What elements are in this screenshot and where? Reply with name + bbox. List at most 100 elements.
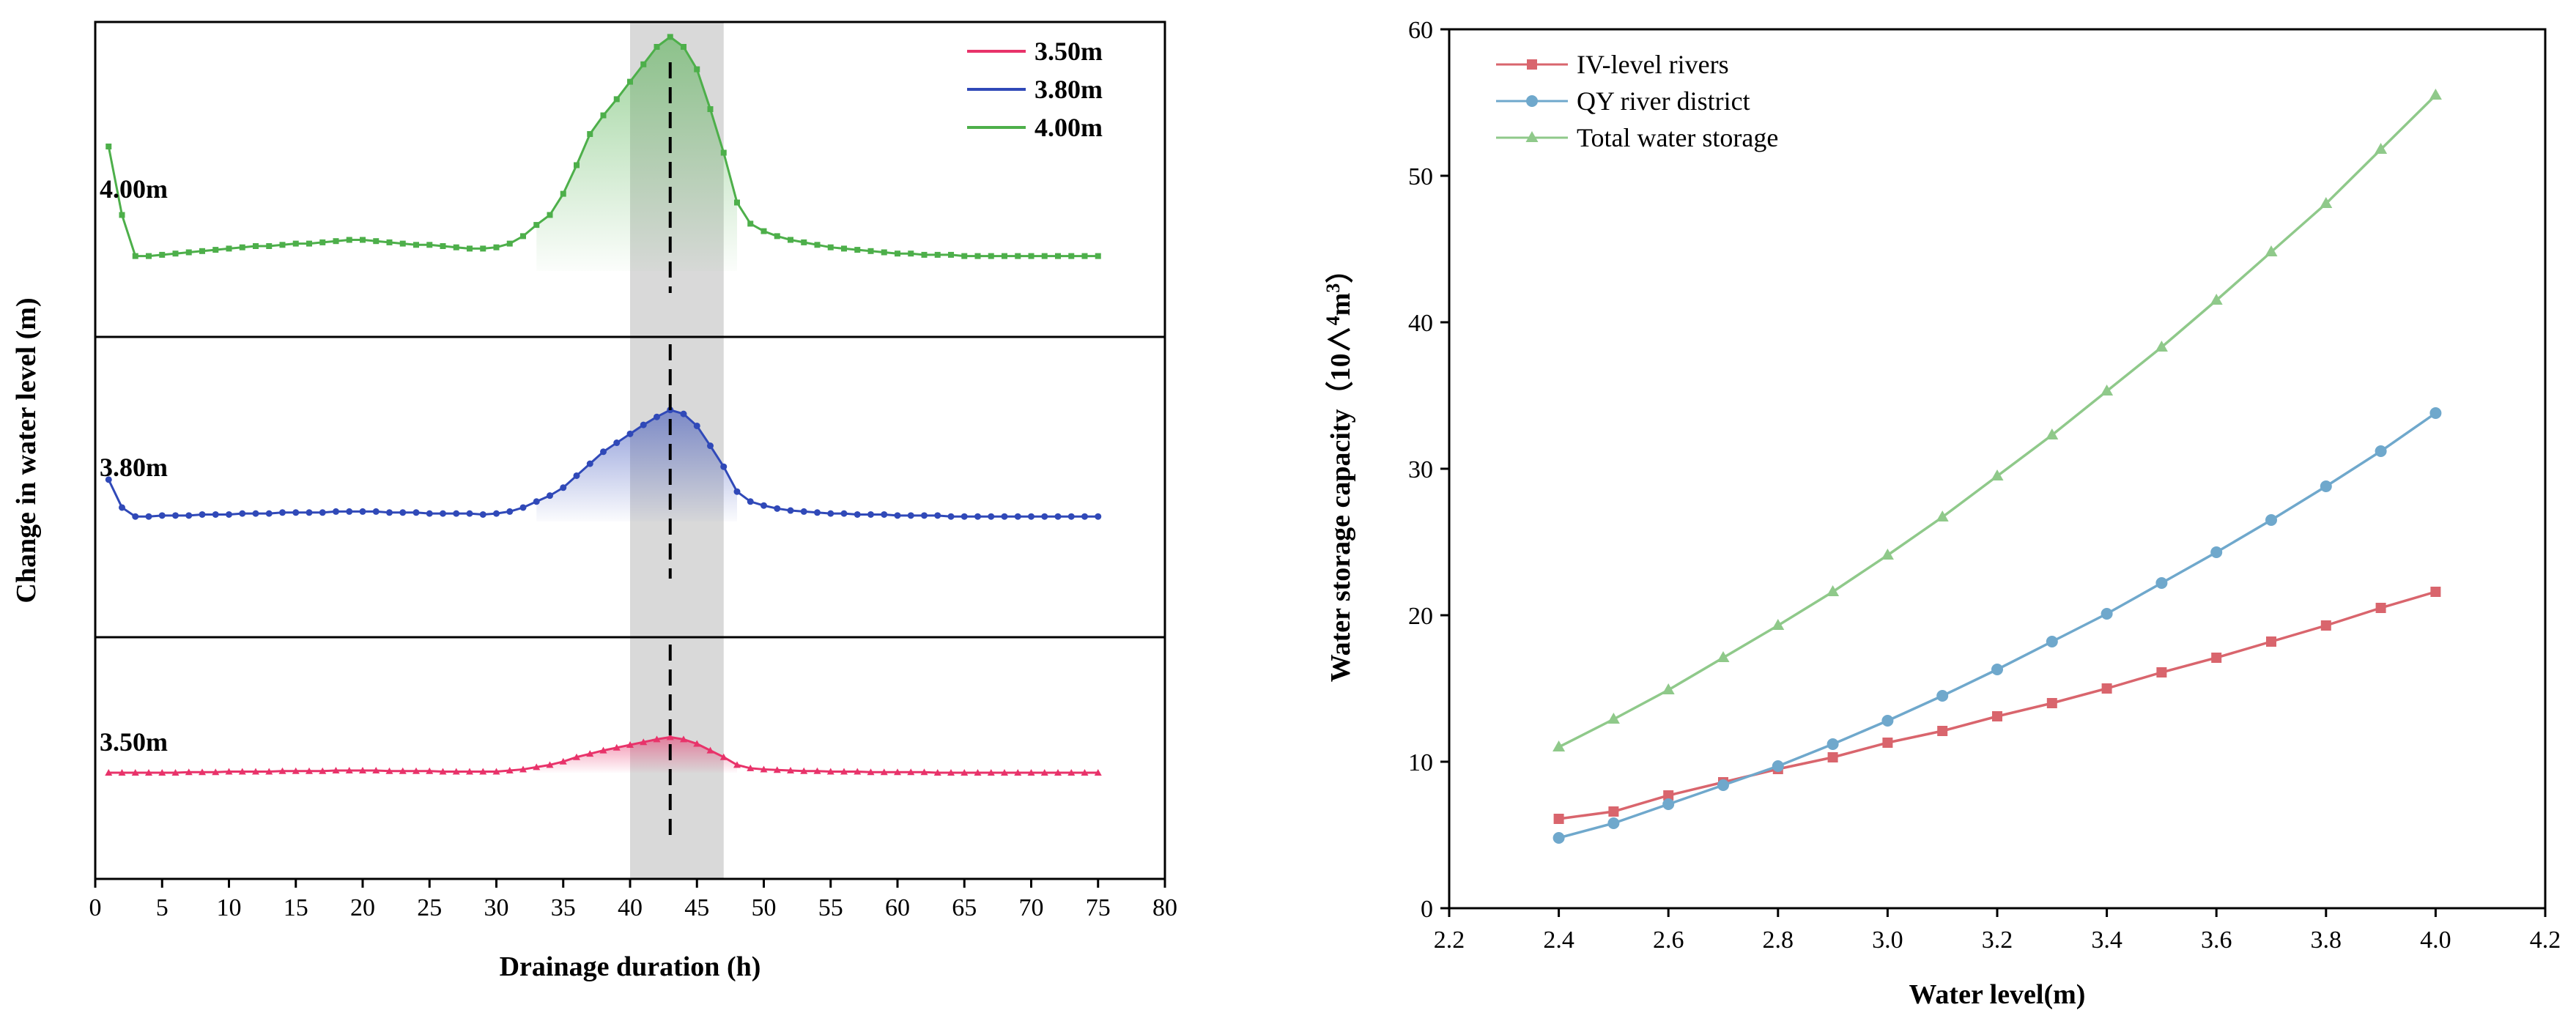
point-3-80m-5 (158, 512, 166, 519)
point-total-water-storage-2-8 (1772, 619, 1785, 630)
point-3-80m-63 (934, 512, 941, 519)
point-total-water-storage-2-7 (1717, 651, 1730, 662)
point-4-00m-70 (1028, 253, 1035, 259)
right-y-axis-label-main: Water storage capacity（10∧ (1325, 325, 1356, 682)
point-4-00m-54 (814, 242, 821, 248)
point-total-water-storage-3-1 (1936, 510, 1949, 521)
point-3-50m-37 (586, 750, 594, 757)
point-3-50m-52 (787, 766, 794, 773)
legend-label-qy-river-district: QY river district (1577, 86, 1750, 116)
x-tick-label-3-8: 3.8 (2311, 927, 2342, 954)
point-3-80m-61 (907, 512, 914, 519)
point-qy-river-district-3-2 (1991, 664, 2003, 675)
point-4-00m-64 (948, 251, 954, 258)
point-iv-level-rivers-3 (1882, 738, 1893, 748)
point-4-00m-15 (292, 240, 299, 247)
point-4-00m-73 (1068, 253, 1075, 259)
point-4-00m-42 (654, 44, 660, 50)
x-tick-label-50: 50 (752, 894, 777, 921)
point-3-50m-50 (760, 765, 768, 773)
point-3-80m-53 (800, 508, 807, 515)
point-total-water-storage-3-5 (2155, 341, 2168, 352)
point-4-00m-25 (426, 242, 433, 248)
point-3-80m-66 (974, 513, 981, 520)
x-tick-label-0: 0 (89, 894, 102, 921)
point-3-80m-27 (453, 510, 460, 517)
peak-fill-layer (536, 37, 737, 773)
point-4-00m-4 (146, 253, 152, 259)
point-3-50m-40 (626, 741, 634, 748)
point-3-50m-13 (265, 768, 273, 775)
point-4-00m-1 (106, 144, 112, 149)
x-tick-label-70: 70 (1019, 894, 1044, 921)
point-3-80m-45 (693, 422, 700, 429)
point-3-50m-63 (933, 769, 941, 776)
point-3-80m-69 (1014, 513, 1021, 520)
point-4-00m-66 (974, 253, 981, 259)
x-tick-label-20: 20 (350, 894, 375, 921)
point-3-50m-32 (519, 765, 527, 773)
point-4-00m-31 (506, 240, 513, 247)
point-4-00m-13 (266, 243, 273, 249)
point-3-50m-55 (826, 768, 834, 775)
legend-label-4-00: 4.00m (1035, 113, 1103, 142)
y-tick-label-10: 10 (1408, 749, 1433, 776)
point-3-50m-16 (306, 767, 313, 774)
x-tick-label-25: 25 (417, 894, 442, 921)
right-y-axis-label: Water storage capacity（10∧4m3） (1322, 256, 1357, 683)
peak-fill-3-80m (536, 409, 737, 521)
legend-label-iv-level-rivers: IV-level rivers (1577, 50, 1729, 79)
left-series-layer (105, 34, 1102, 776)
right-y-axis-label-exp3: 3 (1322, 283, 1344, 293)
point-4-00m-71 (1041, 253, 1048, 259)
panel-label-3-80: 3.80m (100, 453, 168, 482)
point-3-80m-52 (787, 507, 794, 514)
point-3-80m-39 (613, 439, 621, 447)
point-iv-level-rivers-3-8 (2320, 620, 2331, 631)
point-4-00m-68 (1002, 253, 1007, 259)
point-3-50m-75 (1094, 769, 1102, 776)
point-4-00m-56 (841, 245, 847, 252)
point-4-00m-23 (399, 240, 406, 247)
point-3-80m-33 (533, 498, 540, 505)
legend-marker-iv-level-rivers (1527, 59, 1537, 70)
point-3-80m-64 (947, 513, 955, 520)
right-y-axis-label-close: ） (1325, 256, 1356, 283)
point-3-50m-23 (399, 767, 407, 774)
legend-label-total-water-storage: Total water storage (1577, 123, 1778, 152)
point-3-50m-31 (506, 766, 514, 773)
point-qy-river-district-3-7 (2265, 514, 2277, 526)
point-3-80m-34 (547, 492, 553, 500)
point-qy-river-district-2-8 (1772, 760, 1784, 772)
point-3-50m-30 (492, 768, 500, 775)
point-3-50m-42 (653, 735, 661, 743)
point-3-50m-4 (145, 769, 152, 776)
point-3-80m-26 (440, 510, 446, 517)
point-4-00m-74 (1081, 253, 1088, 259)
x-tick-label-4-0: 4.0 (2420, 927, 2451, 954)
point-4-00m-33 (533, 222, 540, 229)
point-3-80m-50 (760, 502, 767, 509)
point-3-50m-26 (439, 768, 447, 775)
point-3-80m-44 (680, 410, 687, 417)
point-iv-level-rivers-3-6 (2211, 653, 2222, 663)
point-3-50m-59 (880, 768, 888, 776)
point-3-50m-15 (292, 767, 300, 774)
point-3-80m-32 (519, 504, 527, 511)
point-3-80m-62 (921, 512, 928, 519)
right-series-layer (1552, 89, 2442, 844)
point-3-50m-61 (907, 768, 915, 776)
point-4-00m-60 (895, 250, 900, 257)
point-4-00m-75 (1095, 253, 1101, 259)
point-3-80m-74 (1081, 513, 1088, 520)
right-plot-frame (1448, 28, 2547, 910)
point-3-50m-25 (426, 767, 434, 774)
point-3-80m-11 (239, 510, 246, 517)
point-4-00m-48 (734, 199, 740, 206)
peak-fill-4-00m (536, 37, 737, 272)
point-qy-river-district-3-1 (1936, 690, 1949, 702)
point-3-80m-36 (573, 472, 580, 479)
point-3-80m-70 (1028, 513, 1035, 520)
point-4-00m-39 (613, 96, 620, 103)
point-3-80m-58 (867, 510, 874, 518)
